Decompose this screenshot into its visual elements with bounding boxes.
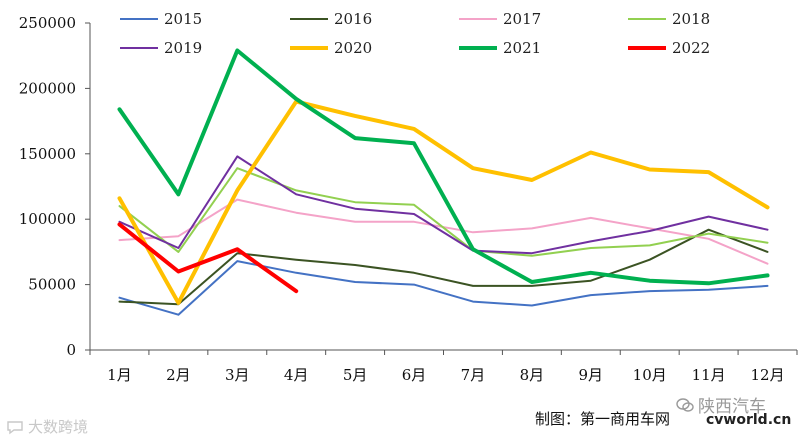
watermark-right: 陕西汽车 cvworld.cn xyxy=(676,392,791,428)
series-line-2021 xyxy=(117,48,770,286)
legend-label-2019: 2019 xyxy=(164,39,202,57)
x-tick-label: 5月 xyxy=(343,366,368,384)
series-line-2022 xyxy=(117,222,299,294)
x-tick-label: 7月 xyxy=(461,366,486,384)
x-tick-label: 4月 xyxy=(284,366,309,384)
x-tick-label: 1月 xyxy=(107,366,132,384)
legend-label-2015: 2015 xyxy=(164,10,202,28)
y-tick-label: 200000 xyxy=(19,79,76,97)
series-line-2018 xyxy=(118,167,769,257)
legend-label-2017: 2017 xyxy=(503,10,541,28)
legend-label-2020: 2020 xyxy=(334,39,372,57)
legend-label-2021: 2021 xyxy=(503,39,541,57)
x-tick-label: 8月 xyxy=(520,366,545,384)
x-tick-label: 3月 xyxy=(225,366,250,384)
series-line-2020 xyxy=(117,99,770,305)
x-tick-label: 10月 xyxy=(633,366,667,384)
wechat-icon xyxy=(676,397,694,412)
x-tick-label: 6月 xyxy=(402,366,427,384)
chart-credit: 制图：第一商用车网 xyxy=(535,410,671,428)
x-tick-label: 2月 xyxy=(166,366,191,384)
y-tick-label: 0 xyxy=(66,341,76,359)
series-line-2015 xyxy=(118,260,769,316)
chat-bubble-icon xyxy=(7,420,23,434)
x-tick-label: 11月 xyxy=(692,366,726,384)
watermark-left: 大数跨境 xyxy=(6,416,88,437)
y-tick-label: 100000 xyxy=(19,210,76,228)
legend-label-2018: 2018 xyxy=(672,10,710,28)
x-tick-label: 9月 xyxy=(579,366,604,384)
series-line-2016 xyxy=(118,228,769,306)
y-tick-label: 50000 xyxy=(28,276,76,294)
legend-label-2016: 2016 xyxy=(334,10,372,28)
watermark-site: cvworld.cn xyxy=(706,412,792,428)
y-tick-label: 250000 xyxy=(19,14,76,32)
watermark-left-text: 大数跨境 xyxy=(28,418,89,436)
watermark-right-text: 陕西汽车 xyxy=(698,397,766,417)
x-tick-label: 12月 xyxy=(750,366,784,384)
y-tick-label: 150000 xyxy=(19,145,76,163)
legend-label-2022: 2022 xyxy=(672,39,710,57)
series-line-2019 xyxy=(118,155,769,255)
